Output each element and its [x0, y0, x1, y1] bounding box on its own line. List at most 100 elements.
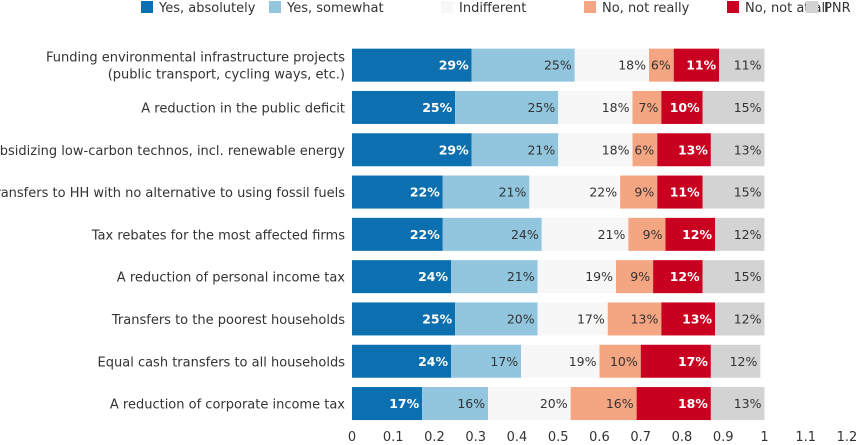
data-label-2-0: 29% [439, 142, 469, 157]
data-label-7-0: 24% [418, 354, 448, 369]
bar-7-2 [521, 344, 600, 378]
bar-0-0 [352, 48, 472, 82]
data-label-3-3: 9% [634, 185, 654, 200]
data-label-6-0: 25% [422, 311, 452, 326]
x-tick-label-7: 0.7 [630, 430, 651, 445]
legend-swatch-0 [141, 1, 153, 13]
legend-label-0: Yes, absolutely [158, 1, 256, 16]
data-label-3-5: 15% [734, 185, 762, 200]
data-label-2-2: 18% [602, 142, 630, 157]
bar-1-3 [632, 90, 662, 124]
x-tick-label-12: 1.2 [837, 430, 858, 445]
x-tick-label-6: 0.6 [589, 430, 610, 445]
bar-8-2 [488, 387, 571, 421]
bar-6-2 [537, 302, 608, 336]
data-label-0-1: 25% [544, 58, 572, 73]
bar-7-3 [599, 344, 641, 378]
legend-swatch-4 [727, 1, 739, 13]
bar-0-5 [719, 48, 765, 82]
category-label-4: Tax rebates for the most affected firms [91, 228, 345, 243]
x-tick-label-1: 0.1 [383, 430, 404, 445]
bar-1-2 [558, 90, 633, 124]
bar-1-4 [661, 90, 703, 124]
bar-5-5 [702, 260, 765, 294]
bar-8-3 [570, 387, 637, 421]
x-tick-label-0: 0 [348, 430, 356, 445]
bar-5-4 [653, 260, 703, 294]
bar-6-0 [352, 302, 456, 336]
data-label-8-5: 13% [734, 396, 762, 411]
bar-1-0 [352, 90, 456, 124]
data-label-5-5: 15% [734, 269, 762, 284]
bar-7-1 [451, 344, 522, 378]
bar-6-3 [607, 302, 662, 336]
data-label-6-2: 17% [577, 311, 605, 326]
bars-area: 29% 25% 18% 6% 11% 11% 25% 25% 18% 7% 10% 15% 29% 21%… [352, 48, 765, 421]
bar-5-1 [451, 260, 538, 294]
legend-label-2: Indifferent [459, 1, 526, 16]
data-label-1-3: 7% [639, 100, 659, 115]
data-label-3-2: 22% [589, 185, 617, 200]
bar-5-3 [616, 260, 654, 294]
category-label-0-line-0: Funding environmental infrastructure pro… [46, 51, 345, 66]
data-label-1-0: 25% [422, 100, 452, 115]
bar-3-4 [657, 175, 703, 209]
bar-7-5 [710, 344, 761, 378]
category-label-3: Transfers to HH with no alternative to u… [0, 186, 345, 201]
category-label-0-line-1: (public transport, cycling ways, etc.) [108, 68, 345, 83]
bar-6-5 [715, 302, 765, 336]
category-label-7: Equal cash transfers to all households [98, 355, 346, 370]
data-label-6-5: 12% [734, 311, 762, 326]
data-label-2-1: 21% [527, 142, 555, 157]
data-label-2-4: 13% [678, 142, 708, 157]
bar-3-2 [529, 175, 621, 209]
bar-4-4 [665, 217, 715, 251]
x-tick-label-10: 1 [760, 430, 768, 445]
bar-5-0 [352, 260, 451, 294]
legend-label-1: Yes, somewhat [286, 1, 384, 16]
data-label-8-2: 20% [540, 396, 568, 411]
data-label-0-2: 18% [618, 58, 646, 73]
category-label-1: A reduction in the public deficit [141, 101, 345, 116]
bar-0-3 [649, 48, 674, 82]
bar-3-0 [352, 175, 443, 209]
category-label-5: A reduction of personal income tax [117, 271, 345, 286]
bar-7-0 [352, 344, 451, 378]
category-labels: Funding environmental infrastructure pro… [0, 51, 345, 413]
bar-0-4 [673, 48, 720, 82]
data-label-7-3: 10% [610, 354, 638, 369]
data-label-6-1: 20% [507, 311, 535, 326]
data-label-1-1: 25% [527, 100, 555, 115]
data-label-0-4: 11% [686, 58, 716, 73]
bar-4-1 [442, 217, 542, 251]
data-label-3-0: 22% [410, 185, 440, 200]
data-label-3-1: 21% [499, 185, 527, 200]
x-axis: 0 0.1 0.2 0.3 0.4 0.5 0.6 0.7 0.8 0.9 1 1.1 1.2 [348, 430, 857, 445]
data-label-0-3: 6% [651, 58, 671, 73]
bar-2-0 [352, 133, 472, 167]
x-tick-label-4: 0.4 [507, 430, 528, 445]
data-label-8-3: 16% [606, 396, 634, 411]
bar-6-4 [661, 302, 715, 336]
bar-0-2 [574, 48, 649, 82]
data-label-4-4: 12% [682, 227, 712, 242]
category-label-6: Transfers to the poorest households [111, 313, 345, 328]
data-label-5-4: 12% [670, 269, 700, 284]
data-label-7-1: 17% [490, 354, 518, 369]
data-label-5-3: 9% [630, 269, 650, 284]
bar-4-5 [715, 217, 765, 251]
category-label-2: Subsidizing low-carbon technos, incl. re… [0, 144, 345, 159]
data-label-8-4: 18% [678, 396, 708, 411]
x-tick-label-8: 0.8 [672, 430, 693, 445]
bar-8-4 [636, 387, 711, 421]
data-label-0-0: 29% [439, 58, 469, 73]
bar-2-4 [657, 133, 711, 167]
bar-4-2 [541, 217, 629, 251]
bar-2-5 [710, 133, 765, 167]
data-label-4-0: 22% [410, 227, 440, 242]
bar-7-4 [640, 344, 711, 378]
bar-3-5 [702, 175, 765, 209]
data-label-8-1: 16% [457, 396, 485, 411]
bar-8-5 [710, 387, 765, 421]
bar-2-2 [558, 133, 633, 167]
